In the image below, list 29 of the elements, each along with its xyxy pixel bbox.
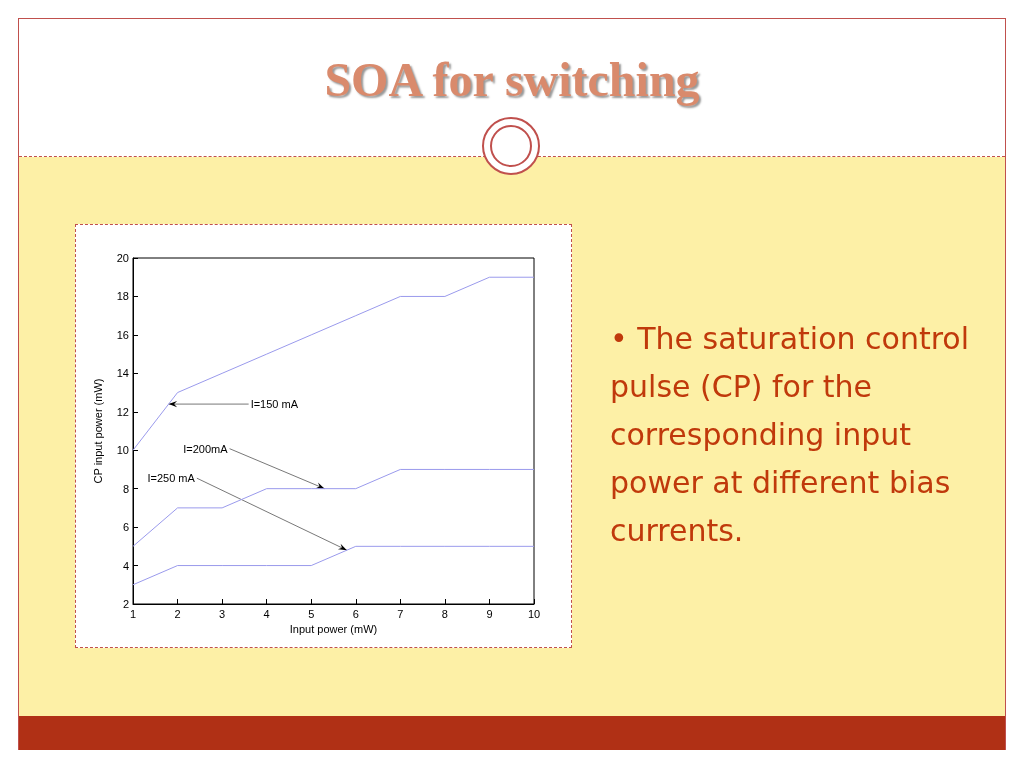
x-tick-label: 2 <box>174 607 181 620</box>
x-axis-title: Input power (mW) <box>289 623 378 636</box>
line-series <box>132 276 535 451</box>
y-tick-label: 6 <box>122 521 129 534</box>
y-tick-label: 16 <box>116 328 129 341</box>
x-tick-label: 7 <box>397 607 404 620</box>
annotation: I=250 mA <box>147 472 196 485</box>
y-tick-label: 4 <box>122 559 129 572</box>
x-tick-label: 9 <box>486 607 493 620</box>
annotation: I=150 mA <box>250 398 299 411</box>
y-tick-label: 14 <box>116 367 129 380</box>
y-tick-label: 10 <box>116 444 129 457</box>
y-axis-title: CP input power (mW) <box>91 378 104 484</box>
x-tick-label: 3 <box>219 607 226 620</box>
chart-title: SOA for switching <box>323 52 701 107</box>
y-tick-label: 20 <box>116 252 129 264</box>
annotation: I=200mA <box>183 442 229 455</box>
text: • The saturation control pulse (CP) for the corresponding input power at different bias currents. <box>610 320 971 550</box>
y-tick-label: 18 <box>116 290 129 303</box>
x-tick-label: 1 <box>129 607 137 620</box>
x-tick-label: 10 <box>527 607 541 620</box>
y-tick-label: 2 <box>122 598 129 610</box>
line-series <box>132 468 535 547</box>
y-tick-label: 12 <box>116 405 129 418</box>
x-tick-label: 6 <box>352 607 359 620</box>
x-tick-label: 8 <box>441 607 448 620</box>
y-tick-label: 8 <box>122 482 129 495</box>
x-tick-label: 5 <box>308 607 315 620</box>
x-tick-label: 4 <box>263 607 270 620</box>
